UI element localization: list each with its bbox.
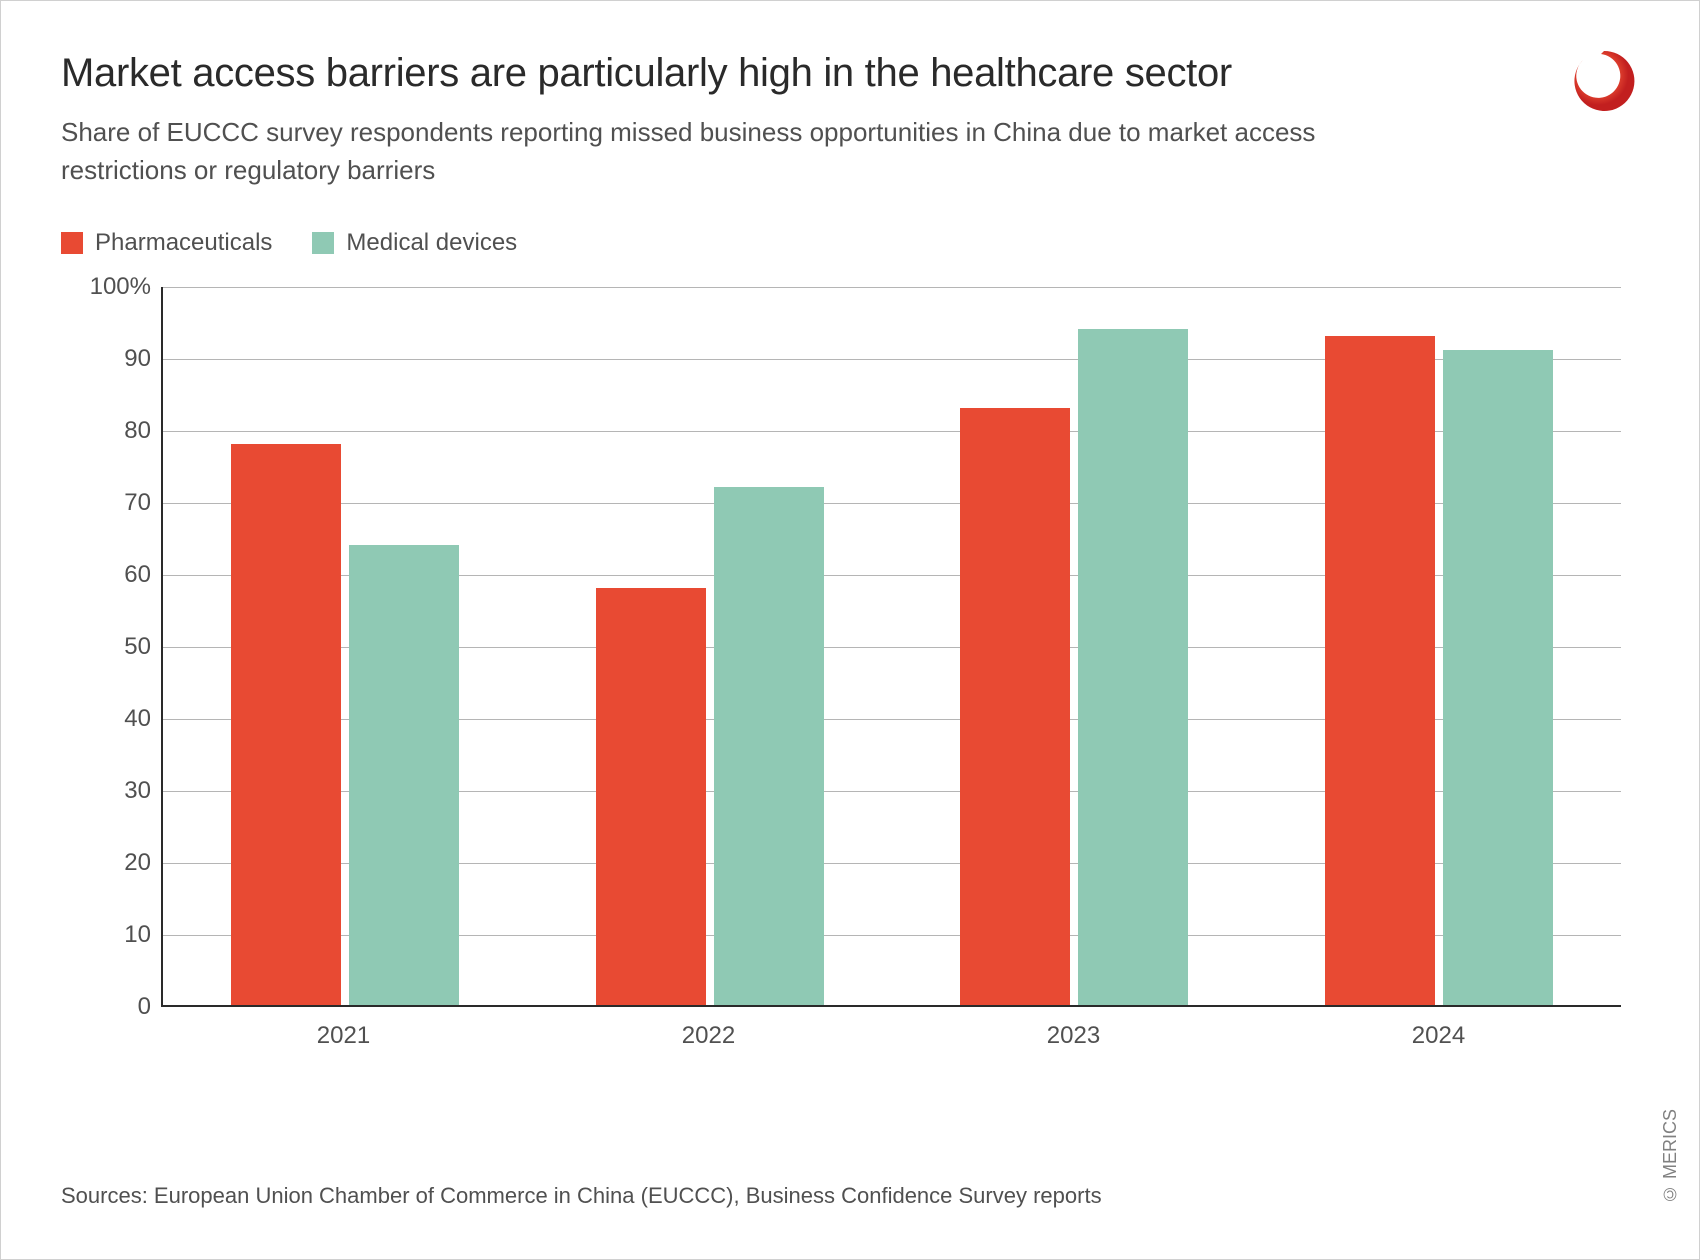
x-axis-label: 2021 bbox=[161, 1022, 526, 1050]
chart-subtitle: Share of EUCCC survey respondents report… bbox=[61, 114, 1411, 189]
bar-group bbox=[528, 287, 893, 1005]
bar bbox=[1078, 329, 1188, 1006]
y-axis-label: 100% bbox=[71, 273, 151, 301]
x-axis-label: 2023 bbox=[891, 1022, 1256, 1050]
y-axis-label: 70 bbox=[71, 489, 151, 517]
legend-item-medical-devices: Medical devices bbox=[312, 229, 517, 257]
y-axis-label: 10 bbox=[71, 921, 151, 949]
bar-groups bbox=[163, 287, 1621, 1005]
bar-group bbox=[163, 287, 528, 1005]
plot-area bbox=[161, 287, 1621, 1007]
y-axis-label: 0 bbox=[71, 993, 151, 1021]
legend-item-pharmaceuticals: Pharmaceuticals bbox=[61, 229, 272, 257]
chart-area: 0102030405060708090100% 2021202220232024 bbox=[61, 287, 1621, 1067]
legend-swatch bbox=[61, 232, 83, 254]
bar bbox=[1325, 336, 1435, 1006]
legend-label: Pharmaceuticals bbox=[95, 229, 272, 257]
y-axis-label: 50 bbox=[71, 633, 151, 661]
merics-logo-icon bbox=[1569, 46, 1639, 116]
y-axis-label: 30 bbox=[71, 777, 151, 805]
bar bbox=[349, 545, 459, 1006]
chart-title: Market access barriers are particularly … bbox=[61, 51, 1639, 96]
x-axis-label: 2024 bbox=[1256, 1022, 1621, 1050]
y-axis-label: 80 bbox=[71, 417, 151, 445]
bar bbox=[231, 444, 341, 1006]
y-axis-label: 90 bbox=[71, 345, 151, 373]
chart-container: Market access barriers are particularly … bbox=[0, 0, 1700, 1260]
bar bbox=[960, 408, 1070, 1006]
bar bbox=[1443, 350, 1553, 1005]
legend-label: Medical devices bbox=[346, 229, 517, 257]
sources-text: Sources: European Union Chamber of Comme… bbox=[61, 1183, 1102, 1209]
legend-swatch bbox=[312, 232, 334, 254]
bar-group bbox=[1257, 287, 1622, 1005]
y-axis-label: 40 bbox=[71, 705, 151, 733]
bar bbox=[596, 588, 706, 1006]
copyright-text: © MERICS bbox=[1660, 1109, 1681, 1204]
y-axis-label: 20 bbox=[71, 849, 151, 877]
x-axis-label: 2022 bbox=[526, 1022, 891, 1050]
legend: Pharmaceuticals Medical devices bbox=[61, 229, 1639, 257]
bar bbox=[714, 487, 824, 1005]
x-axis-labels: 2021202220232024 bbox=[161, 1022, 1621, 1050]
bar-group bbox=[892, 287, 1257, 1005]
y-axis-label: 60 bbox=[71, 561, 151, 589]
